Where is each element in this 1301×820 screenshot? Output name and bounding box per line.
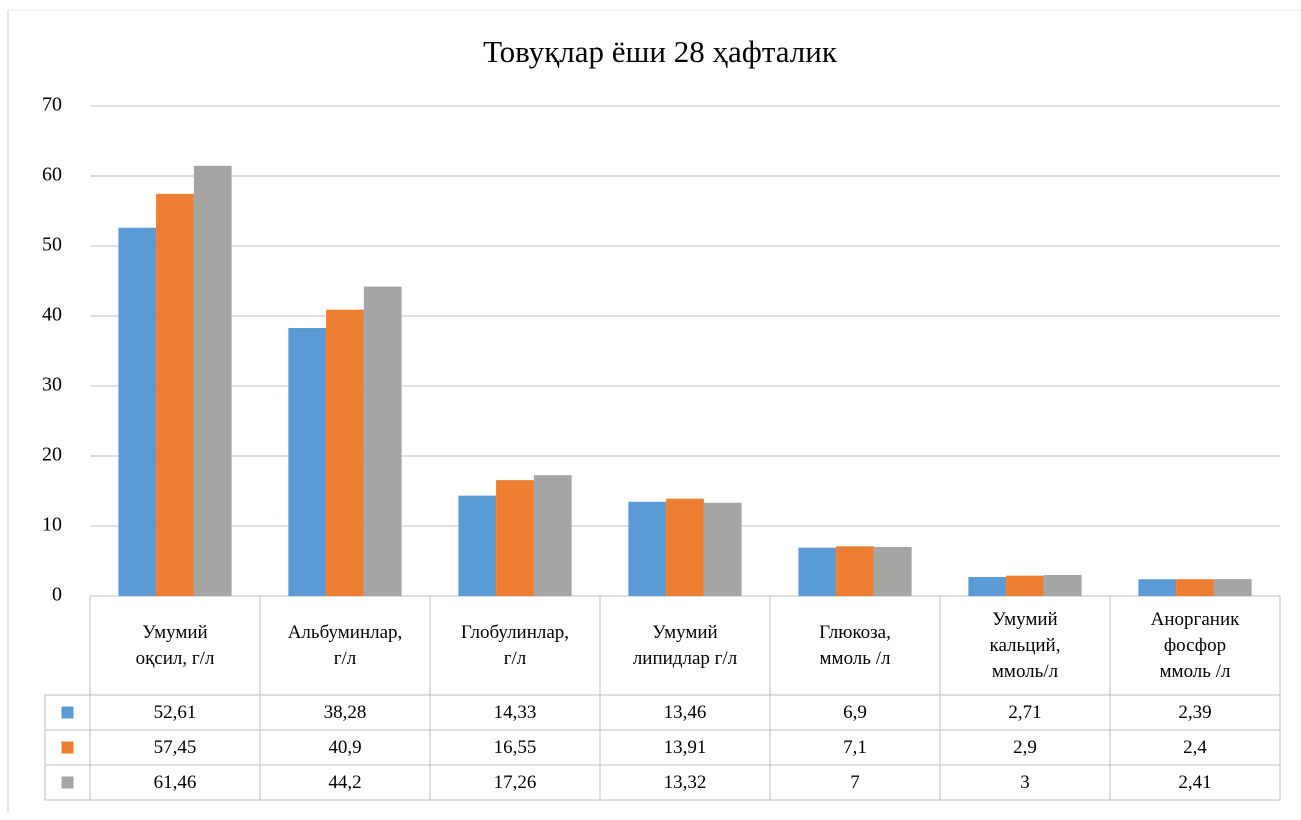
table-value: 17,26 [493,771,537,793]
table-value: 38,28 [323,701,367,723]
table-value: 3 [1020,771,1030,793]
bar [836,546,874,596]
table-value: 13,46 [663,701,707,723]
bar [1043,575,1082,596]
legend-key [61,706,74,719]
bar [496,480,534,596]
category-label: Умумий липидлар г/л [632,621,738,669]
table-value: 2,41 [1178,771,1212,793]
table-value: 13,32 [663,771,707,793]
table-value: 57,45 [153,736,197,758]
bar [1138,579,1177,596]
table-value: 52,61 [153,701,197,723]
bar [533,475,572,596]
table-value: 2,39 [1178,701,1212,723]
bar [1176,579,1214,596]
table-value: 14,33 [493,701,537,723]
y-tick-label: 20 [42,444,62,466]
y-tick-label: 10 [42,514,62,536]
category-label: Анорганик фосфор ммоль /л [1150,608,1240,682]
bar [666,498,704,596]
bar [798,547,837,596]
category-label: Глобулинлар, г/л [460,621,570,669]
table-value: 7,1 [843,736,867,758]
bar [968,577,1007,596]
bar [288,328,327,596]
y-tick-label: 30 [42,374,62,396]
bar [156,193,194,596]
bar [118,227,157,597]
bar [1006,575,1044,596]
bar [326,309,364,596]
y-tick-label: 0 [52,584,62,606]
table-value: 13,91 [663,736,707,758]
table-value: 6,9 [843,701,867,723]
table-value: 2,4 [1183,736,1207,758]
category-label: Умумий кальций, ммоль/л [989,608,1061,682]
chart-title: Товуқлар ёши 28 ҳафталик [483,34,838,69]
y-tick-label: 60 [42,164,62,186]
legend-key [61,741,74,754]
table-value: 40,9 [328,736,362,758]
y-tick-label: 50 [42,234,62,256]
table-value: 7 [850,771,860,793]
category-label: Умумий оқсил, г/л [135,621,215,669]
table-value: 44,2 [328,771,362,793]
bar [628,501,667,596]
table-value: 16,55 [493,736,537,758]
bar [193,165,232,596]
bar [458,495,497,596]
bar [363,286,402,596]
bar [703,502,742,596]
y-tick-label: 70 [42,94,62,116]
bar [1213,579,1252,596]
y-tick-label: 40 [42,304,62,326]
table-value: 2,9 [1013,736,1037,758]
category-label: Альбуминлар, г/л [287,621,403,669]
legend-key [61,776,74,789]
table-value: 2,71 [1008,701,1042,723]
bar [873,547,912,596]
category-label: Глюкоза, ммоль /л [819,621,891,669]
table-value: 61,46 [153,771,197,793]
